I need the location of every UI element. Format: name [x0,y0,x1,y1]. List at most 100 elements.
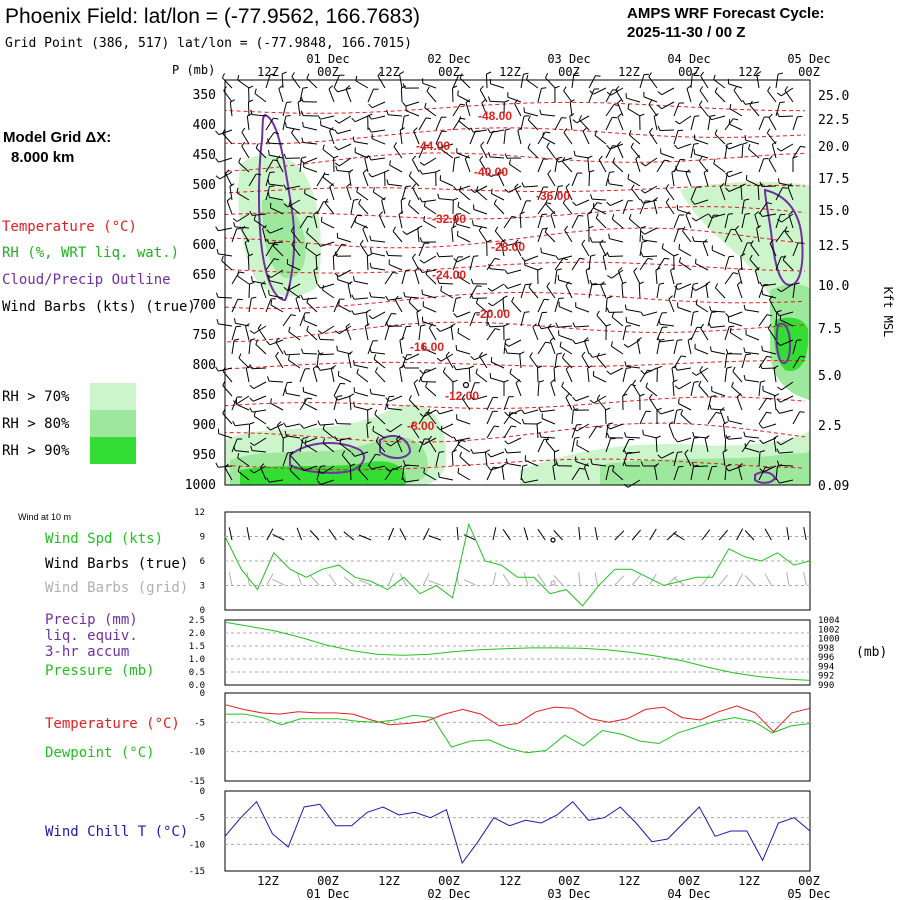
wind-barb [565,368,573,383]
wind-barb-flag [386,109,389,115]
wind-barb-flag [698,380,702,386]
wind-barb [486,397,494,411]
wind-barb-flag [647,257,653,260]
wind-barb [445,355,454,369]
wind-barb [457,235,471,243]
wind-barb-flag [684,449,689,454]
surface-wind-barb [266,528,274,541]
wind-barb-flag [386,179,389,185]
wind-barb-flag [537,365,543,369]
wind-barb [754,214,760,229]
wind-barb-flag [340,382,346,385]
wind-barb [779,479,794,484]
wind-barb [418,144,426,159]
wind-barb-flag [627,173,630,179]
wind-barb [594,134,607,145]
wind-barb [745,309,760,313]
wind-barb-flag [249,210,253,216]
surface-wind-barb [578,527,581,541]
top-day-label: 01 Dec [306,52,349,66]
wind-barb-flag [334,87,338,93]
wind-barb [537,202,547,215]
wind-barb [329,130,335,145]
wind-barb [554,354,558,369]
wind-barb-flag [655,267,661,271]
surface-wind-barb [296,527,303,541]
wind-barb [639,227,642,243]
wind-barb [671,368,675,383]
surface-wind-barb [631,529,641,541]
wind-barb [775,311,778,327]
wind-barb-flag [416,309,422,313]
wind-barb-flag [349,393,355,397]
wind-barb [321,221,335,229]
pressure-line [224,621,811,681]
wind-barb-flag [511,296,515,302]
wind-barb [545,440,556,453]
wind-barb-flag [523,107,525,113]
wind-barb-flag [579,257,585,260]
surface-wind-barb-grid [399,573,407,586]
wind-barb-flag [750,240,754,245]
wind-barb [252,114,267,117]
temperature-label: -48.00 [478,109,512,123]
rh80-label: RH > 80% [2,416,70,432]
wind-barb [422,269,437,273]
wind-barb [575,306,590,313]
wind-barb [333,74,340,89]
wind-barb [736,396,743,411]
wind-barb-flag [291,72,295,77]
wind-barb [787,186,794,201]
wind-barb [350,200,355,215]
wind-barb [489,100,505,103]
wind-barb-flag [542,132,544,138]
wind-barb [558,306,573,313]
wind-barb-flag [659,338,665,341]
pressure-tick-label: 350 [193,88,216,103]
wind-barb [536,423,539,439]
wind-barb [374,414,386,425]
wind-barb [695,367,709,376]
wind-barb-flag [487,172,492,177]
wind-barb-flag [627,103,630,109]
wind-barb [554,270,558,285]
kft-tick-label: 10.0 [818,279,849,294]
wind-barb [745,101,760,105]
wind-barb [354,406,369,411]
wind-barb [537,367,539,383]
wind-barb-flag [700,71,704,77]
wind-barb-flag [487,452,492,458]
wind-barb [426,90,437,103]
wind-barb [254,415,267,425]
wind-barb [546,286,556,299]
wind-barb [303,157,318,164]
wind-barb-flag [267,179,270,185]
wind-barb [320,479,335,485]
wind-barb [519,354,522,369]
wind-barb [767,90,777,103]
wind-barb [416,312,420,327]
wind-barb [350,215,358,229]
wind-barb-flag [260,281,266,286]
wind-barb-flag [455,345,458,351]
wind-barb [719,410,726,425]
wind-barb-flag [439,451,445,453]
wind-barb-flag [541,87,547,89]
wind-barb [767,328,777,341]
wind-barb-flag [266,229,271,234]
wind-barb [758,158,765,173]
wind-barb [371,101,386,109]
wind-barb [737,466,743,481]
wind-barb [724,118,734,131]
wind-barb-flag [241,127,246,133]
wind-barb [762,213,777,217]
wind-barb-flag [777,92,782,97]
wind-barb [583,340,590,355]
wind-barb [792,340,797,355]
wind-barb [500,242,505,257]
wind-barb-flag [565,183,570,188]
top-hour-label: 12Z [257,65,279,79]
pressure-tick-label: 600 [193,238,216,253]
wind-barb-flag [250,338,256,341]
